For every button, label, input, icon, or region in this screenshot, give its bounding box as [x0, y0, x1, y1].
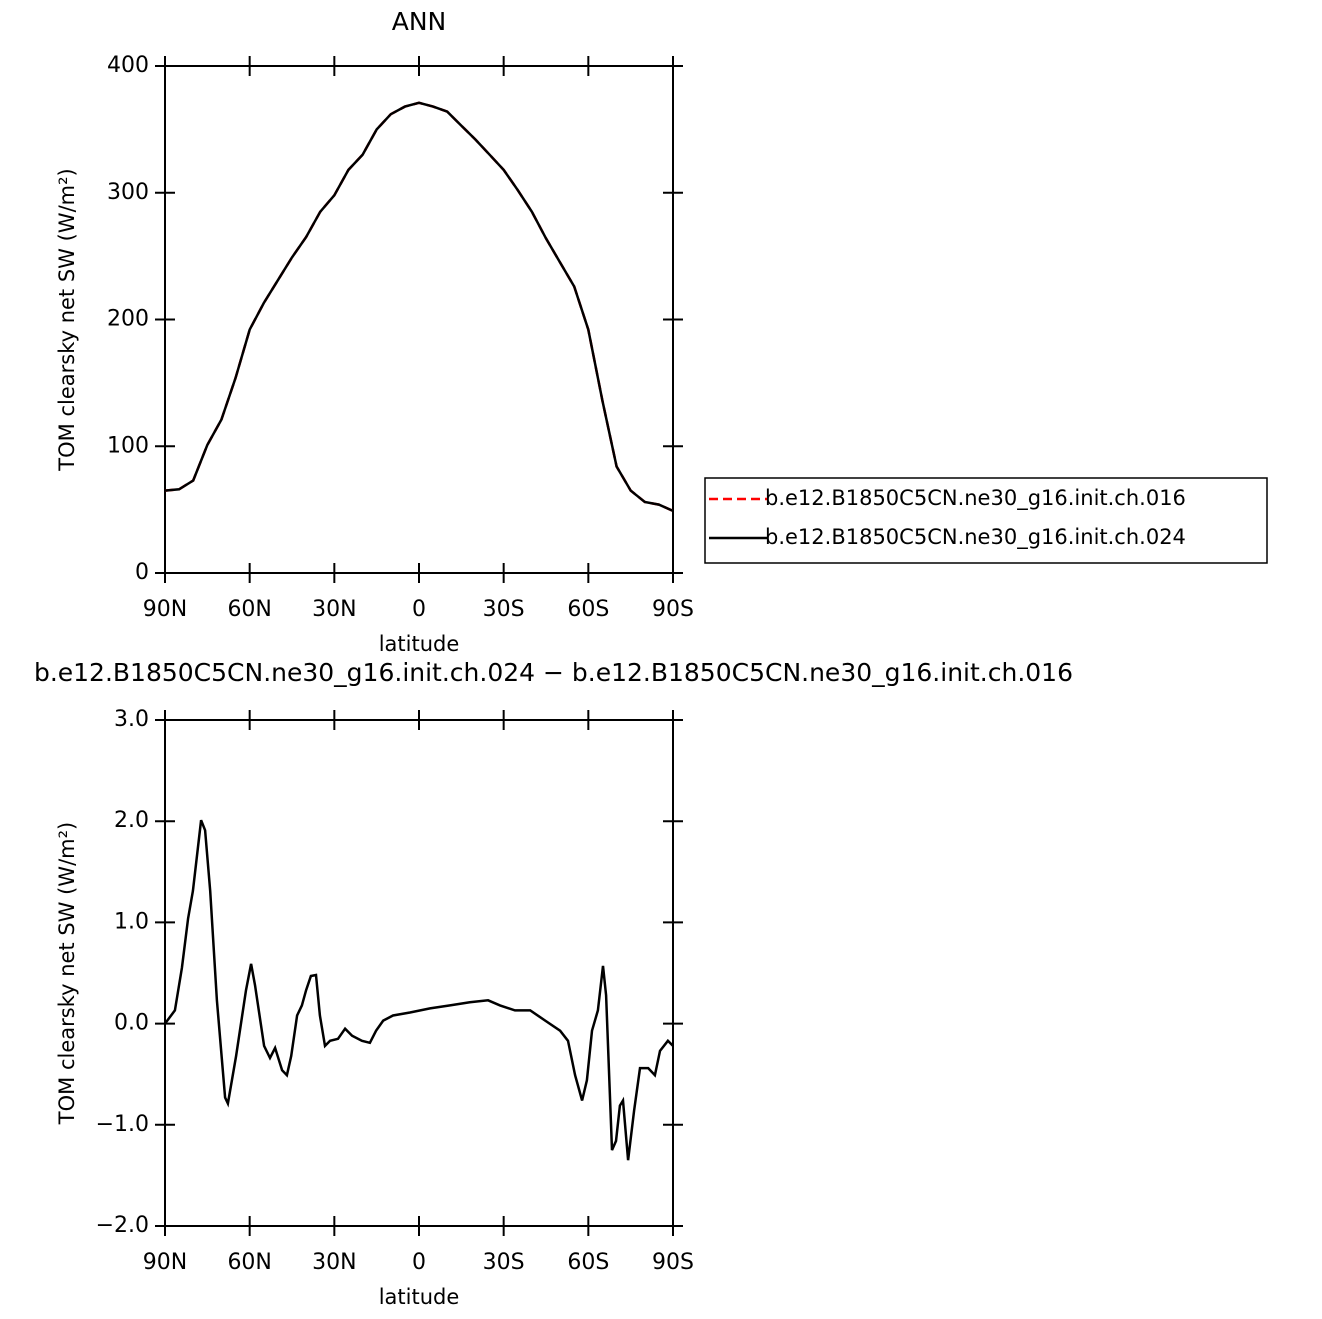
chart-title: b.e12.B1850C5CN.ne30_g16.init.ch.024 − b… [34, 658, 1073, 687]
x-tick-label: 90N [143, 597, 187, 622]
plot-frame [164, 719, 674, 1227]
y-tick-label: 100 [107, 433, 149, 458]
y-tick-label: 400 [107, 53, 149, 78]
y-tick-label: −1.0 [96, 1112, 149, 1137]
y-tick-label: 1.0 [114, 909, 149, 934]
x-axis-label: latitude [379, 1285, 460, 1309]
plot-frame [164, 65, 674, 574]
x-tick-label: 30S [483, 597, 525, 622]
y-axis-label: TOM clearsky net SW (W/m²) [55, 168, 79, 471]
legend-label: b.e12.B1850C5CN.ne30_g16.init.ch.016 [765, 486, 1186, 511]
y-tick-label: 300 [107, 180, 149, 205]
x-tick-label: 0 [412, 1250, 426, 1275]
x-tick-label: 90S [652, 1250, 694, 1275]
x-tick-label: 60N [227, 597, 271, 622]
y-tick-label: 200 [107, 307, 149, 332]
y-tick-label: −2.0 [96, 1213, 149, 1238]
legend-box [704, 477, 1268, 564]
chart-title: ANN [392, 7, 447, 36]
y-tick-label: 0 [135, 560, 149, 585]
x-tick-label: 30N [312, 597, 356, 622]
x-tick-label: 90N [143, 1250, 187, 1275]
data-line [164, 819, 674, 1161]
x-tick-label: 60N [227, 1250, 271, 1275]
x-tick-label: 0 [412, 597, 426, 622]
data-line [164, 101, 674, 513]
data-line [164, 101, 674, 513]
y-tick-label: 0.0 [114, 1011, 149, 1036]
legend-label: b.e12.B1850C5CN.ne30_g16.init.ch.024 [765, 525, 1186, 550]
x-axis-label: latitude [379, 632, 460, 656]
x-tick-label: 60S [567, 1250, 609, 1275]
y-tick-label: 2.0 [114, 808, 149, 833]
x-tick-label: 60S [567, 597, 609, 622]
x-tick-label: 30S [483, 1250, 525, 1275]
y-tick-label: 3.0 [114, 707, 149, 732]
x-tick-label: 90S [652, 597, 694, 622]
y-axis-label: TOM clearsky net SW (W/m²) [55, 822, 79, 1125]
x-tick-label: 30N [312, 1250, 356, 1275]
